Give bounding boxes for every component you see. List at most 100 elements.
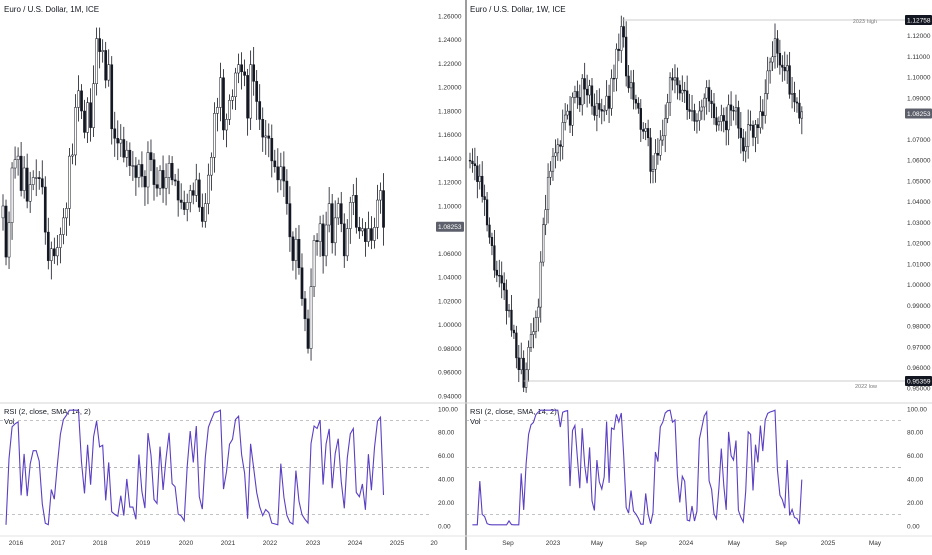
- left-candle-body: [46, 231, 50, 261]
- right-y-tick: 1.02000: [907, 241, 931, 248]
- right-vol-label[interactable]: Vol: [470, 417, 481, 426]
- right-candle-body: [795, 101, 799, 104]
- right-candle-body: [483, 196, 486, 200]
- left-candle-body: [176, 180, 180, 201]
- left-candle-body: [158, 170, 162, 189]
- right-candle-body: [688, 109, 691, 112]
- right-candle-body: [566, 110, 569, 116]
- left-candle-body: [370, 228, 373, 241]
- left-candle-body: [382, 190, 385, 228]
- left-x-tick: 2021: [221, 540, 236, 547]
- right-candle-body: [651, 168, 655, 172]
- left-candle-body: [270, 138, 274, 162]
- right-candle-body: [664, 118, 667, 137]
- right-candle-body: [510, 309, 513, 331]
- right-candle-body: [678, 84, 681, 94]
- left-candle-body: [200, 206, 204, 222]
- right-candle-body: [620, 26, 623, 51]
- left-candle-body: [285, 180, 289, 204]
- right-y-tick: 0.97000: [907, 344, 931, 351]
- right-candle-body: [583, 78, 586, 90]
- left-candle-body: [333, 217, 337, 244]
- right-candle-body: [720, 115, 723, 122]
- left-candle-body: [342, 223, 346, 257]
- right-candle-body: [622, 26, 625, 38]
- left-candle-body: [306, 318, 310, 349]
- left-candle-body: [170, 163, 174, 181]
- left-y-tick: 1.00000: [438, 322, 462, 329]
- right-candle-body: [500, 275, 503, 284]
- right-candle-body: [473, 163, 477, 167]
- left-candle-body: [19, 155, 23, 191]
- right-candle-body: [561, 122, 564, 147]
- left-candle-body: [149, 152, 153, 160]
- right-y-tick: 1.01000: [907, 261, 931, 268]
- right-candle-body: [595, 103, 599, 116]
- right-candle-body: [539, 261, 542, 308]
- right-candle-body: [576, 91, 579, 98]
- right-candle-body: [776, 38, 779, 54]
- left-candle-body: [191, 190, 195, 196]
- right-candle-body: [737, 107, 740, 129]
- right-candle-body: [612, 77, 616, 80]
- right-candle-body: [695, 120, 699, 122]
- right-candle-body: [683, 89, 686, 92]
- left-candle-body: [240, 64, 243, 73]
- left-candle-body: [31, 177, 35, 185]
- left-candle-body: [351, 195, 355, 203]
- left-candle-body: [267, 135, 271, 139]
- right-y-tick: 0.98000: [907, 324, 931, 331]
- right-candle-body: [764, 93, 767, 116]
- right-candle-body: [485, 199, 489, 226]
- left-candle-body: [261, 119, 265, 138]
- left-candle-body: [95, 38, 98, 84]
- left-candle-body: [312, 240, 316, 287]
- right-x-tick: May: [728, 540, 741, 547]
- right-candle-body: [766, 70, 769, 94]
- right-high-tag: [905, 15, 932, 25]
- right-x-tick: May: [869, 540, 882, 547]
- right-candle-body: [756, 124, 760, 129]
- right-rsi-label[interactable]: RSI (2, close, SMA, 14, 2): [470, 407, 557, 416]
- left-candle-body: [140, 164, 144, 177]
- right-chart-title: Euro / U.S. Dollar, 1W, ICE: [470, 5, 566, 14]
- left-y-tick: 1.02000: [438, 298, 462, 305]
- left-axes: 1.26000 1.24000 1.22000 1.20000 1.18000 1.160…: [9, 13, 464, 547]
- left-y-tick: 0.94000: [438, 393, 462, 400]
- right-candle-body: [607, 95, 611, 109]
- left-candle-body: [83, 110, 86, 133]
- left-vol-label[interactable]: Vol: [4, 417, 15, 426]
- right-y-tick: 1.06000: [907, 158, 931, 165]
- rsi-y-tick: 20.00: [907, 500, 924, 507]
- left-candle-body: [228, 100, 231, 120]
- right-candle-body: [710, 100, 713, 104]
- right-candle-body: [788, 65, 791, 95]
- right-candle-body: [634, 99, 638, 104]
- rsi-y-tick: 100.00: [907, 406, 927, 413]
- left-candle-body: [303, 298, 307, 320]
- left-candle-body: [231, 96, 234, 101]
- left-candle-body: [4, 205, 8, 258]
- right-y-tick: 1.07000: [907, 137, 931, 144]
- left-candle-body: [13, 159, 17, 169]
- right-candle-body: [527, 347, 530, 371]
- right-candle-body: [707, 87, 711, 102]
- right-candle-body: [515, 332, 518, 359]
- left-candle-body: [40, 178, 44, 188]
- left-candle-body: [28, 184, 32, 202]
- left-candle-body: [56, 247, 59, 257]
- right-candle-body: [734, 107, 738, 112]
- left-candle-body: [210, 157, 213, 176]
- left-candle-body: [243, 71, 246, 76]
- left-candle-body: [122, 139, 126, 158]
- right-candle-body: [549, 170, 552, 178]
- left-x-tick: 2022: [263, 540, 278, 547]
- left-candle-body: [222, 77, 225, 131]
- rsi-y-tick: 40.00: [907, 477, 924, 484]
- left-candle-body: [10, 167, 14, 223]
- right-candle-body: [605, 95, 608, 111]
- right-candle-body: [488, 224, 491, 238]
- left-candle-body: [234, 72, 237, 97]
- left-candle-body: [197, 179, 201, 208]
- left-rsi-label[interactable]: RSI (2, close, SMA, 14, 2): [4, 407, 91, 416]
